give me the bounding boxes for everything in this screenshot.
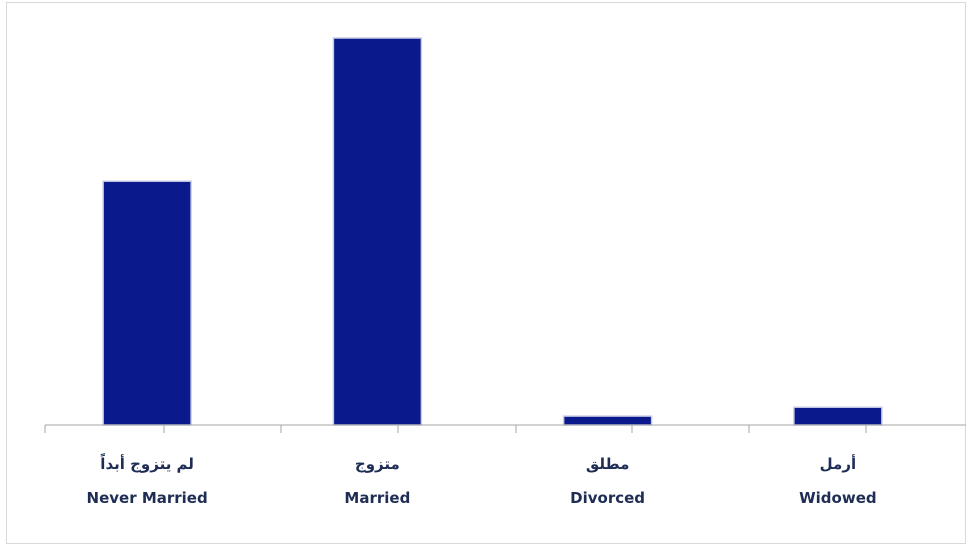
category-labels: لم يتزوج أبداً Never Married متزوج Married م… [87, 453, 877, 507]
category-label-en-divorced: Divorced [570, 489, 645, 507]
bar-divorced [562, 415, 653, 426]
category-label-ar-divorced: مطلق [586, 455, 630, 473]
category-label-en-never-married: Never Married [87, 489, 208, 507]
bar-never-married [102, 180, 192, 426]
category-label-ar-never-married: لم يتزوج أبداً [100, 453, 194, 473]
bars-group [102, 37, 883, 426]
category-label-ar-widowed: أرمل [820, 454, 856, 473]
category-label-en-married: Married [344, 489, 410, 507]
category-label-en-widowed: Widowed [799, 489, 877, 507]
category-label-ar-married: متزوج [355, 455, 400, 473]
bar-widowed [793, 406, 883, 426]
bar-married [332, 37, 423, 426]
x-axis [44, 424, 966, 433]
